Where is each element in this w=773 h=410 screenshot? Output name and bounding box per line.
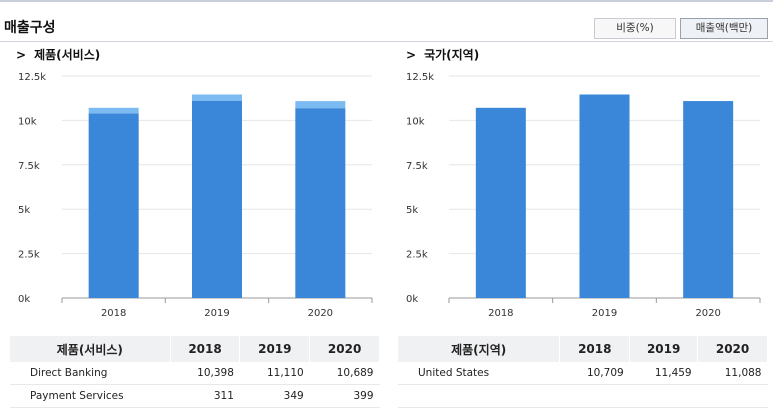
bar-direct-banking	[192, 100, 242, 298]
bar-united-states	[683, 101, 734, 298]
bar-united-states	[475, 107, 526, 298]
x-tick-label: 2020	[308, 308, 333, 319]
table-header-cell: 2019	[239, 336, 311, 362]
bar-payment-services	[295, 101, 346, 109]
bar-payment-services	[192, 94, 242, 101]
bar-united-states	[579, 94, 630, 298]
product-sales-chart: 0k 2.5k 5k 7.5k 10k 12.5k 2018 2019 2020	[18, 72, 373, 319]
y-tick-label: 0k	[406, 294, 418, 305]
table-header-row: 제품(지역) 2018 2019 2020	[398, 336, 768, 362]
table-header-cell: 2018	[170, 336, 241, 362]
region-sales-table: 제품(지역) 2018 2019 2020 United States 10,7…	[398, 336, 768, 408]
y-tick-label: 2.5k	[18, 250, 40, 261]
amount-toggle-button[interactable]: 매출액(백만)	[680, 18, 768, 39]
bar-direct-banking	[295, 108, 346, 298]
region-sales-chart: 0k 2.5k 5k 7.5k 10k 12.5k 2018 2019 2020	[406, 72, 761, 319]
product-sales-table: 제품(서비스) 2018 2019 2020 Direct Banking 10…	[10, 336, 380, 408]
table-cell: 10,398	[170, 362, 240, 385]
y-tick-label: 12.5k	[406, 72, 434, 83]
y-tick-label: 7.5k	[406, 161, 428, 172]
table-row: Direct Banking 10,398 11,110 10,689	[10, 362, 380, 385]
y-tick-label: 5k	[18, 205, 30, 216]
y-tick-label: 10k	[406, 116, 425, 127]
y-tick-label: 7.5k	[18, 161, 40, 172]
table-header-cell: 2019	[629, 336, 699, 362]
table-row: Payment Services 311 349 399	[10, 384, 380, 408]
empty-cell	[398, 384, 560, 408]
y-tick-label: 10k	[18, 116, 37, 127]
bar-direct-banking	[88, 113, 139, 299]
chevron-right-icon: >	[16, 48, 27, 62]
header-bar: 매출구성 비중(%) 매출액(백만)	[0, 15, 773, 42]
table-header-cell: 제품(지역)	[398, 336, 561, 362]
x-tick-label: 2020	[695, 308, 720, 319]
row-label: Payment Services	[10, 384, 171, 408]
table-row: United States 10,709 11,459 11,088	[398, 362, 768, 385]
table-cell: 11,459	[629, 362, 698, 385]
table-cell: 349	[239, 384, 310, 408]
table-header-cell: 2018	[559, 336, 631, 362]
table-header-row: 제품(서비스) 2018 2019 2020	[10, 336, 380, 362]
table-cell: 10,709	[559, 362, 630, 385]
right-section-title: > 국가(지역)	[406, 46, 479, 63]
top-rule	[0, 0, 773, 2]
y-tick-label: 12.5k	[18, 72, 46, 83]
x-tick-label: 2019	[592, 308, 617, 319]
left-section-title: > 제품(서비스)	[16, 46, 100, 63]
x-tick-label: 2019	[204, 308, 229, 319]
table-header-cell: 2020	[697, 336, 768, 362]
table-cell: 11,110	[239, 362, 310, 385]
x-tick-label: 2018	[488, 308, 513, 319]
bar-payment-services	[88, 107, 139, 114]
row-label: Direct Banking	[10, 362, 171, 385]
table-cell: 11,088	[697, 362, 768, 385]
table-header-cell: 제품(서비스)	[10, 336, 171, 362]
y-tick-label: 0k	[18, 294, 30, 305]
right-section-label: 국가(지역)	[424, 48, 480, 62]
table-row	[398, 384, 768, 408]
empty-cell	[697, 384, 768, 408]
page-title: 매출구성	[4, 20, 56, 36]
y-tick-label: 2.5k	[406, 250, 428, 261]
table-header-cell: 2020	[309, 336, 380, 362]
chevron-right-icon: >	[406, 48, 417, 62]
table-cell: 311	[170, 384, 240, 408]
left-section-label: 제품(서비스)	[34, 48, 101, 62]
x-tick-label: 2018	[101, 308, 126, 319]
table-cell: 10,689	[309, 362, 380, 385]
table-cell: 399	[309, 384, 380, 408]
ratio-toggle-button[interactable]: 비중(%)	[594, 18, 676, 39]
empty-cell	[559, 384, 630, 408]
empty-cell	[629, 384, 698, 408]
y-tick-label: 5k	[406, 205, 418, 216]
row-label: United States	[398, 362, 560, 385]
